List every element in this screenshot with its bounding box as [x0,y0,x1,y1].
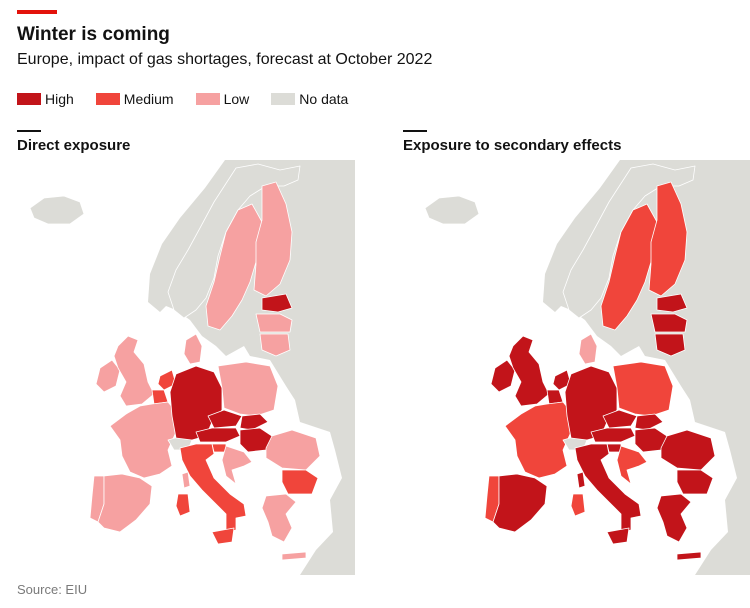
region-netherlands [552,369,572,391]
region-norway [167,163,301,319]
panel-title-secondary: Exposure to secondary effects [403,137,622,154]
panel-rule-secondary [403,130,427,132]
region-italy [179,443,247,533]
region-crete [281,551,307,561]
panel-title-direct: Direct exposure [17,137,131,154]
region-france [504,401,574,479]
legend-swatch-high [17,93,41,105]
region-uk [113,335,155,407]
region-corsica [576,471,586,489]
chart-subtitle: Europe, impact of gas shortages, forecas… [17,51,433,68]
legend-label-high: High [45,91,74,107]
region-lithuania [259,333,291,357]
region-slovenia [606,443,622,453]
region-iceland [29,195,85,225]
region-lithuania [654,333,686,357]
region-estonia [656,293,688,313]
region-croatia [221,445,253,485]
region-spain [492,473,548,533]
legend-item-low: Low [195,91,250,107]
legend-swatch-low [195,93,220,105]
source-note: Source: EIU [17,582,88,597]
region-slovakia [634,413,664,431]
legend: High Medium Low No data [17,91,370,107]
region-sicily [606,527,630,545]
map-secondary-effects [395,160,750,575]
legend-label-medium: Medium [123,91,174,107]
region-poland [217,361,279,417]
region-denmark [578,333,598,365]
region-bulgaria [281,469,319,495]
legend-item-medium: Medium [95,91,174,107]
region-netherlands [157,369,177,391]
chart-title: Winter is coming [17,24,170,45]
region-iceland [424,195,480,225]
region-crete [676,551,702,561]
region-italy [574,443,642,533]
legend-item-nodata: No data [271,91,348,107]
region-ireland [95,359,121,393]
legend-label-nodata: No data [299,91,349,107]
region-latvia [650,313,688,333]
region-sardinia [570,493,586,517]
region-estonia [261,293,293,313]
region-croatia [616,445,648,485]
region-sardinia [175,493,191,517]
region-ireland [490,359,516,393]
region-spain [97,473,153,533]
legend-swatch-medium [95,93,120,105]
legend-item-high: High [17,91,74,107]
region-slovakia [239,413,269,431]
region-czechia [207,409,243,429]
region-slovenia [211,443,227,453]
region-uk [508,335,550,407]
legend-swatch-nodata [271,93,296,105]
region-finland [648,181,688,297]
region-latvia [255,313,293,333]
panel-rule-direct [17,130,41,132]
region-denmark [183,333,203,365]
legend-label-low: Low [223,91,250,107]
region-czechia [602,409,638,429]
region-norway [562,163,696,319]
map-direct-exposure [0,160,355,575]
region-greece [656,493,692,543]
accent-bar [17,10,57,14]
region-finland [253,181,293,297]
region-france [109,401,179,479]
region-greece [261,493,297,543]
region-bulgaria [676,469,714,495]
region-corsica [181,471,191,489]
region-poland [612,361,674,417]
region-sicily [211,527,235,545]
